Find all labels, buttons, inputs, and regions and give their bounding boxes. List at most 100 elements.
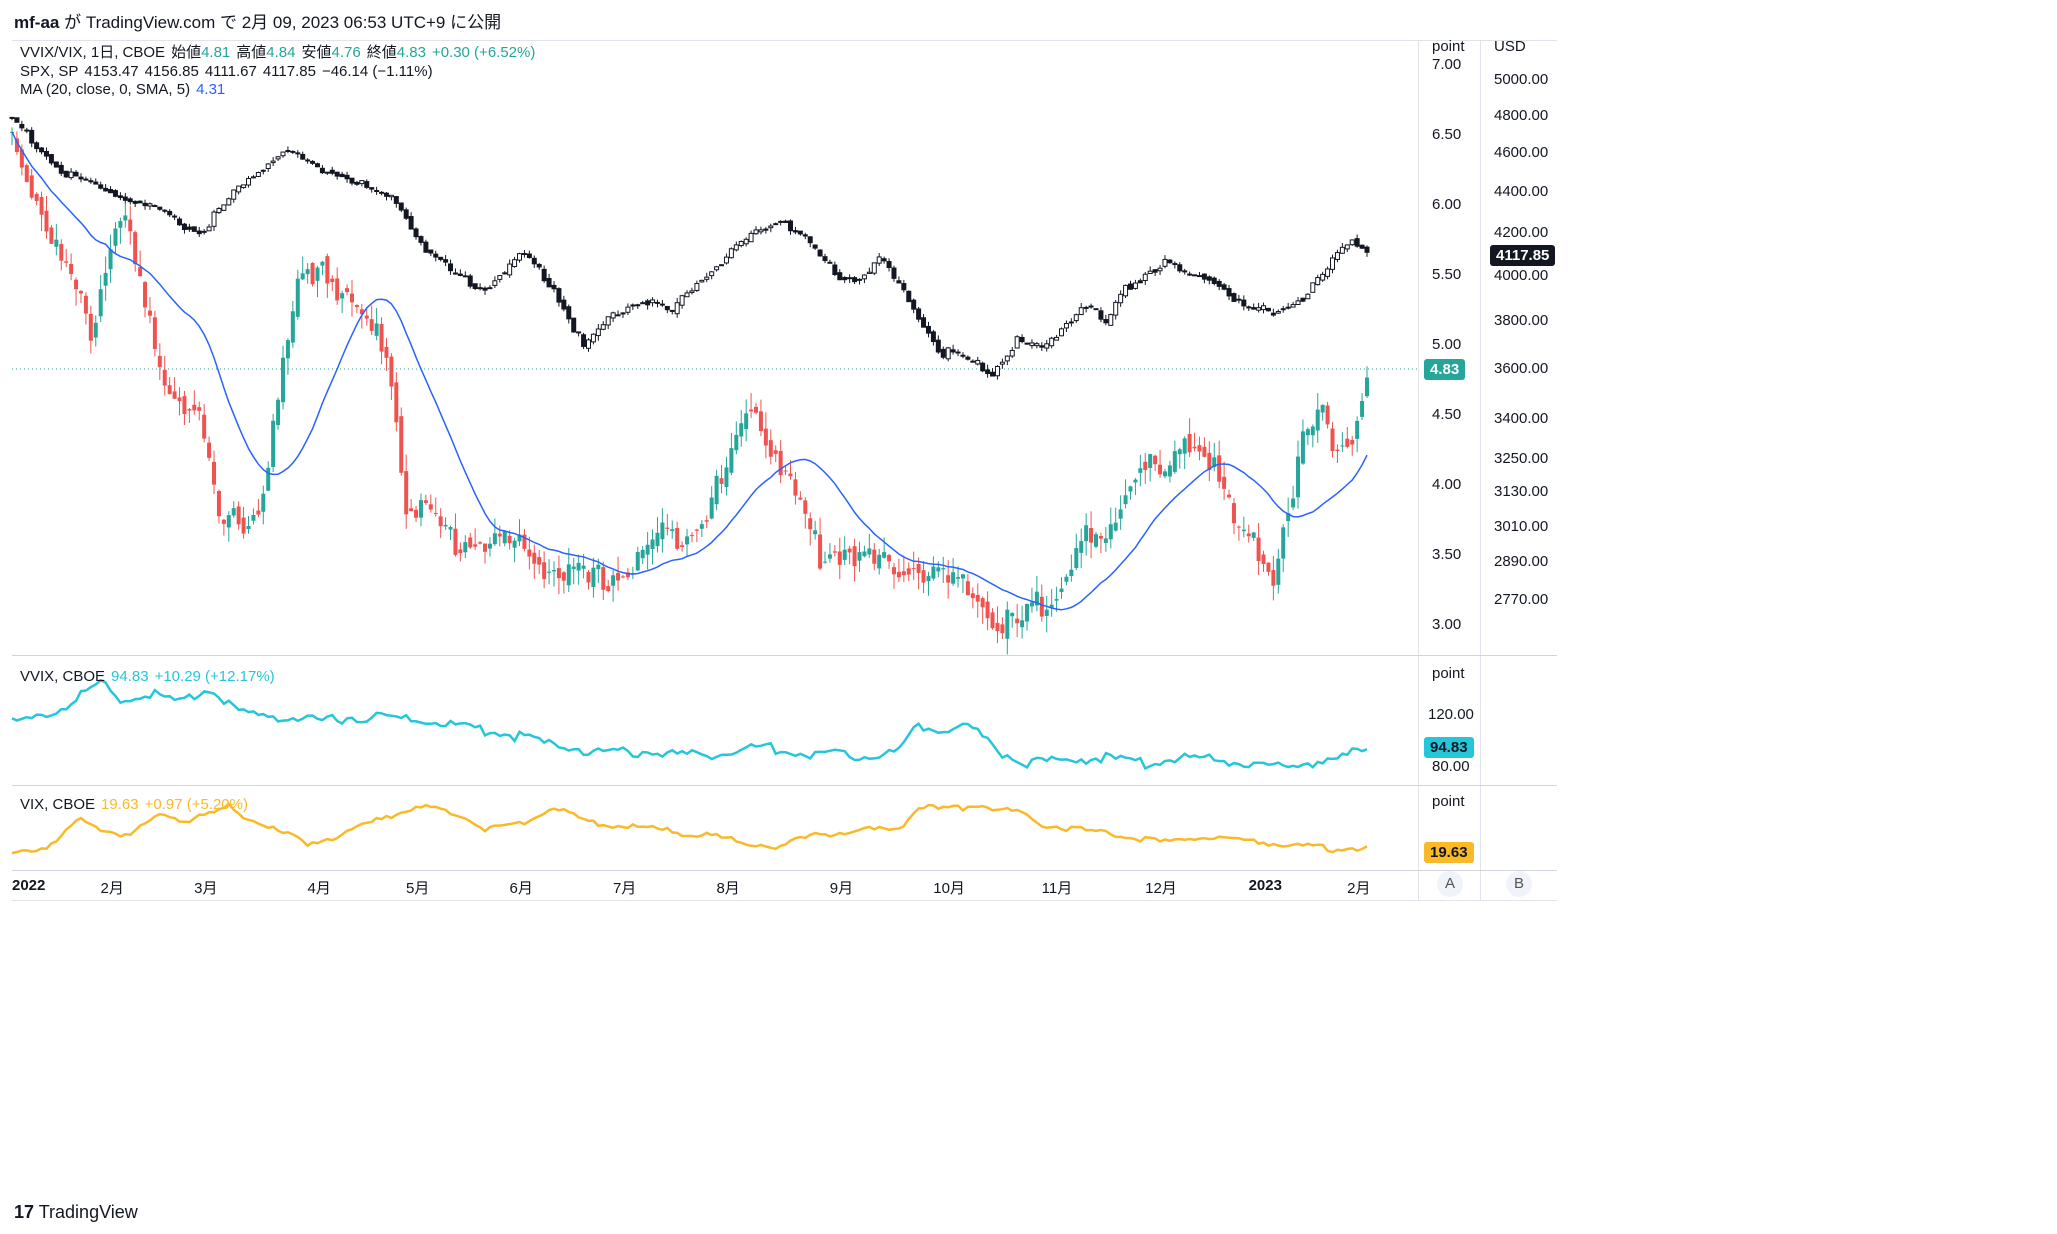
ratio-candle [768, 440, 773, 457]
ratio-candle [271, 420, 276, 467]
spx-candle [551, 284, 557, 290]
legend-close-label: 終値 [366, 44, 397, 61]
ratio-candle [1291, 498, 1296, 508]
ratio-candle [739, 423, 744, 437]
spx-candle [448, 263, 454, 272]
legend-vix[interactable]: VIX, CBOE 19.63 +0.97 (+5.20%) [20, 796, 254, 813]
ratio-candle [473, 544, 478, 547]
spx-candle [265, 163, 271, 170]
spx-candle [354, 181, 360, 185]
ratio-candle [394, 382, 399, 423]
ratio-candle [24, 165, 29, 182]
ratio-candle [1074, 548, 1079, 569]
spx-candle [201, 230, 207, 233]
spx-candle [1132, 282, 1138, 289]
ratio-candle [887, 555, 892, 562]
ratio-candle [611, 575, 616, 586]
legend-high: 4.84 [266, 44, 296, 61]
spx-candle [1118, 293, 1124, 304]
chart-canvas[interactable] [0, 0, 1420, 900]
ratio-candle [1350, 439, 1355, 445]
ratio-candle [724, 467, 729, 487]
ratio-candle [936, 567, 941, 572]
ratio-candle [187, 409, 192, 411]
ratio-candle [281, 357, 285, 403]
ratio-candle [483, 543, 488, 552]
legend-main[interactable]: VVIX/VIX, 1日, CBOE 始値4.81 高値4.84 安値4.76 終値4.… [20, 41, 541, 62]
ratio-candle [941, 568, 946, 570]
spx-candle [1078, 307, 1084, 316]
spx-candle [1221, 284, 1227, 290]
spx-candle [842, 276, 848, 281]
spx-candle [285, 149, 291, 152]
ratio-candle [438, 516, 443, 527]
ratio-candle [1286, 513, 1291, 522]
ratio-candle [487, 543, 492, 549]
usd-tick: 3010.00 [1494, 517, 1549, 535]
ratio-candle [1305, 429, 1310, 436]
legend-ma[interactable]: MA (20, close, 0, SMA, 5) 4.31 [20, 81, 231, 98]
spx-candle [324, 171, 330, 174]
log-scale-button[interactable]: B [1506, 871, 1532, 897]
spx-candle [132, 200, 138, 204]
author-name[interactable]: mf-aa [14, 13, 60, 32]
spx-candle [1182, 270, 1188, 273]
spx-candle [699, 279, 705, 283]
legend-spx-change: −46.14 (−1.11%) [321, 63, 433, 80]
spx-candle [605, 316, 611, 326]
ratio-candle [1084, 525, 1089, 542]
spx-candle [492, 280, 498, 286]
spx-candle [526, 253, 532, 259]
pane-divider-vvix[interactable] [12, 655, 1557, 656]
ratio-candle [685, 536, 690, 545]
ratio-candle [1192, 446, 1197, 449]
ratio-candle [1162, 471, 1167, 477]
spx-candle [827, 261, 833, 264]
tradingview-logo[interactable]: 17 TradingView [14, 1202, 138, 1223]
spx-candle [1093, 308, 1099, 311]
spx-candle [1059, 328, 1065, 337]
spx-candle [1034, 343, 1040, 347]
usd-scale-unit: USD [1494, 38, 1526, 55]
legend-vix-change: +0.97 (+5.20%) [144, 796, 248, 813]
spx-candle [778, 220, 784, 223]
spx-candle [975, 359, 981, 365]
ratio-candle [1025, 603, 1030, 622]
ratio-candle [1167, 465, 1172, 477]
spx-candle [861, 274, 867, 280]
ratio-scale-unit: point [1432, 38, 1465, 55]
pane-divider-vix[interactable] [12, 785, 1557, 786]
vvix-line [11, 678, 1368, 771]
ratio-candle [645, 544, 650, 555]
spx-candle [669, 309, 675, 312]
ratio-candle [709, 497, 714, 519]
spx-candle [428, 249, 434, 254]
auto-scale-button[interactable]: A [1437, 871, 1463, 897]
price-scale-divider [1418, 40, 1419, 900]
ratio-candle [1315, 409, 1320, 431]
legend-spx[interactable]: SPX, SP 4153.47 4156.85 4111.67 4117.85 −46.1… [20, 63, 439, 80]
ratio-candle [1069, 569, 1074, 576]
spx-candle [117, 195, 123, 199]
spx-candle [88, 180, 94, 183]
ratio-candle [675, 527, 680, 549]
spx-candle [63, 170, 69, 178]
spx-candle [935, 339, 941, 353]
ratio-candle [1108, 524, 1113, 540]
spx-candle [462, 275, 468, 278]
legend-low-label: 安値 [301, 44, 332, 61]
legend-spx-symbol: SPX, SP [20, 63, 79, 80]
ratio-tick: 3.00 [1432, 616, 1462, 633]
spx-candle [1029, 342, 1035, 347]
spx-candle [600, 324, 606, 330]
spx-candle [1256, 307, 1262, 311]
ratio-candle [547, 571, 552, 573]
spx-candle [1334, 252, 1340, 260]
legend-vvix[interactable]: VVIX, CBOE 94.83 +10.29 (+12.17%) [20, 668, 281, 685]
ratio-candle [566, 564, 571, 586]
ratio-candle [901, 571, 906, 576]
spx-candle [783, 220, 789, 223]
ratio-candle [285, 340, 290, 359]
ratio-candle [1089, 528, 1094, 543]
legend-spx-open: 4153.47 [84, 63, 139, 80]
